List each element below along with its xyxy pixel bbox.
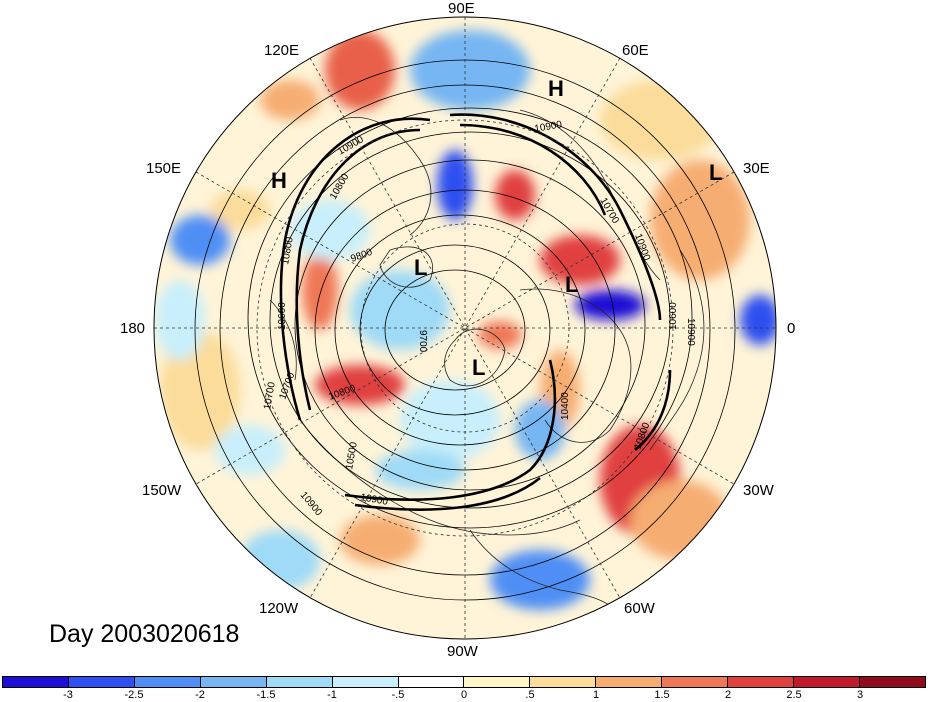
colorbar-swatch <box>662 677 729 687</box>
colorbar-swatch <box>596 677 663 687</box>
lon-label-30e: 30E <box>743 160 770 177</box>
colorbar-tick-label: -1.5 <box>256 689 276 701</box>
colorbar-tick-label: -1 <box>327 689 337 701</box>
low-pressure-label-pole: L <box>472 355 486 380</box>
colorbar-tick-label: 1.5 <box>654 689 670 701</box>
colorbar-tick-label: -2 <box>195 689 205 701</box>
colorbar-swatch <box>134 677 201 687</box>
colorbar-swatch <box>398 677 465 687</box>
colorbar-tick-label: 0 <box>460 689 468 701</box>
contour-label: 10600 <box>668 302 679 330</box>
colorbar-tick-label: -2.5 <box>124 689 144 701</box>
lon-label-60e: 60E <box>622 42 649 59</box>
contour-label: 10900 <box>359 492 389 508</box>
lon-label-0: 0 <box>787 320 796 337</box>
lon-label-150w: 150W <box>142 482 182 499</box>
contour-label: 10800 <box>280 236 296 266</box>
colorbar-tick-label: 3 <box>856 689 864 701</box>
colorbar-swatch <box>332 677 399 687</box>
colorbar-tick-label: -.5 <box>391 689 405 701</box>
colorbar-swatch <box>68 677 135 687</box>
colorbar-swatch <box>530 677 597 687</box>
colorbar-swatch <box>794 677 860 687</box>
lon-label-180: 180 <box>120 320 146 337</box>
contour-label: 10900 <box>685 318 696 346</box>
colorbar-tick-label: 1 <box>592 689 600 701</box>
contour-label: 10400 <box>560 392 571 420</box>
contour-label: 10700 <box>262 381 278 411</box>
colorbar <box>2 676 926 688</box>
high-pressure-label-north: H <box>548 76 564 101</box>
colorbar-swatch <box>728 677 795 687</box>
colorbar-tick-label: 2.5 <box>786 689 802 701</box>
colorbar-swatch <box>266 677 333 687</box>
colorbar-swatch <box>859 677 925 687</box>
lon-label-90e: 90E <box>448 0 475 17</box>
colorbar-tick-label: .5 <box>525 689 535 701</box>
colorbar-swatch <box>200 677 267 687</box>
lon-label-60w: 60W <box>624 600 655 617</box>
low-pressure-label-center: L <box>414 255 428 280</box>
contour-label: 10900 <box>534 119 564 135</box>
high-pressure-label-west: H <box>271 168 287 193</box>
contour-label: 10500 <box>344 441 360 471</box>
contour-label: 9700 <box>417 330 428 353</box>
colorbar-tick-label: 2 <box>724 689 732 701</box>
lon-label-150e: 150E <box>146 160 182 177</box>
low-pressure-label-east: L <box>709 160 723 185</box>
lon-label-120e: 120E <box>264 42 300 59</box>
map-boundary <box>153 16 777 640</box>
colorbar-tick-label: -3 <box>63 689 73 701</box>
lon-label-90w: 90W <box>447 643 478 660</box>
low-pressure-label-europe: L <box>565 272 579 297</box>
colorbar-swatch <box>3 677 69 687</box>
graticule <box>154 17 776 639</box>
colorbar-swatch <box>464 677 531 687</box>
date-label: Day 2003020618 <box>49 620 240 648</box>
lon-label-120w: 120W <box>259 600 299 617</box>
lon-label-30w: 30W <box>743 482 774 499</box>
contour-label: 10600 <box>277 302 288 330</box>
